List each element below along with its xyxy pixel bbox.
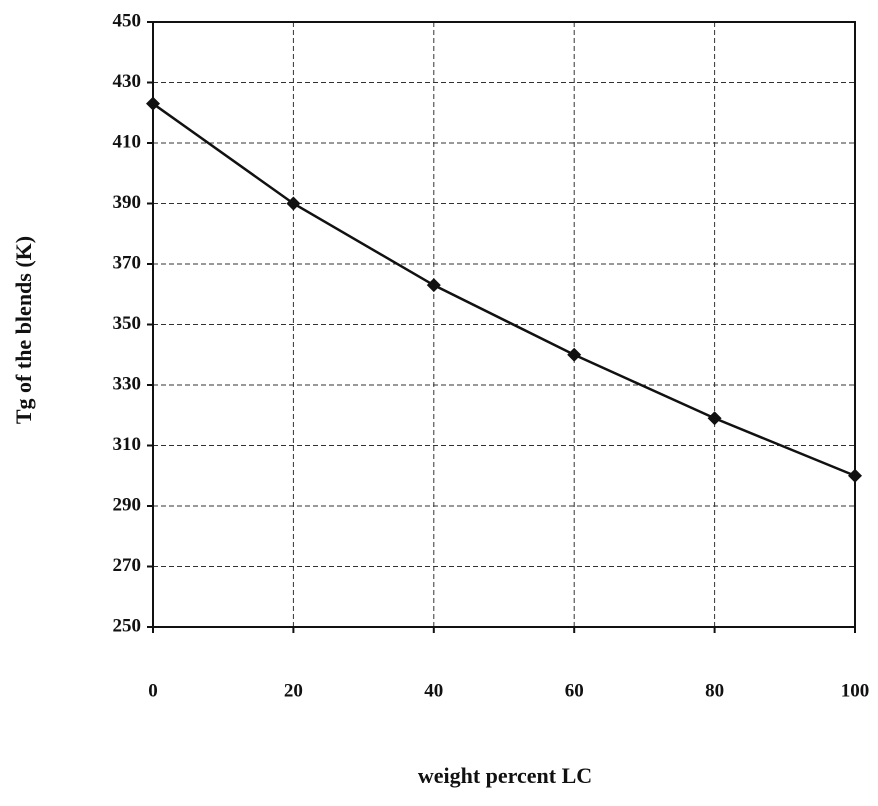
y-tick-label: 250 [113, 615, 142, 636]
y-tick-label: 310 [113, 434, 142, 455]
y-axis-title: Tg of the blends (K) [11, 236, 36, 424]
x-tick-label: 80 [705, 680, 724, 701]
y-tick-label: 410 [113, 131, 142, 152]
chart: weight percent LC Tg of the blends (K) 2… [0, 0, 878, 806]
data-point [848, 469, 862, 483]
y-tick-label: 270 [113, 555, 142, 576]
y-tick-label: 430 [113, 71, 142, 92]
y-tick-label: 290 [113, 494, 142, 515]
y-tick-label: 370 [113, 252, 142, 273]
x-tick-label: 0 [148, 680, 158, 701]
y-tick-label: 390 [113, 192, 142, 213]
data-point [567, 348, 581, 362]
x-tick-label: 20 [284, 680, 303, 701]
y-tick-label: 450 [113, 10, 142, 31]
x-tick-label: 60 [565, 680, 584, 701]
y-tick-label: 350 [113, 313, 142, 334]
y-tick-label: 330 [113, 373, 142, 394]
data-point [708, 411, 722, 425]
x-axis-title: weight percent LC [418, 763, 592, 788]
data-point [427, 278, 441, 292]
data-line [153, 104, 855, 476]
x-tick-label: 100 [841, 680, 870, 701]
x-tick-label: 40 [424, 680, 443, 701]
